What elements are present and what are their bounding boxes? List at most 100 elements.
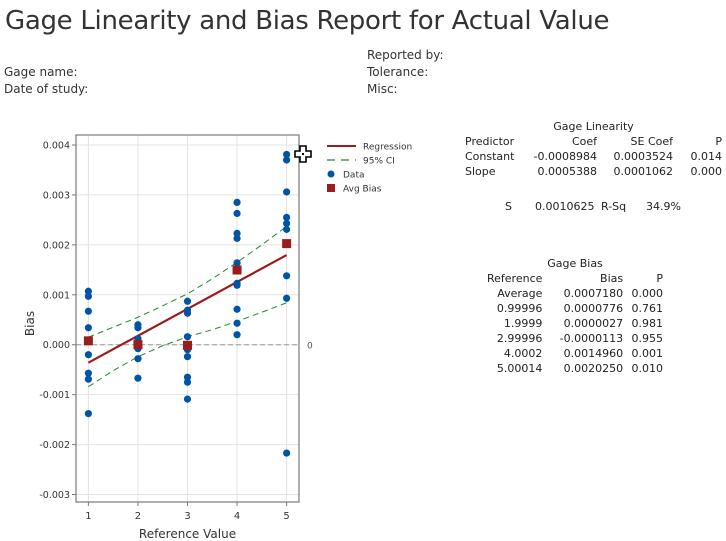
coef-cell: 0.0005388 <box>537 165 598 178</box>
gage-name-label: Gage name: <box>4 65 78 79</box>
table-row: 2.99996 -0.0000113 0.955 <box>487 331 663 346</box>
p-cell: 0.000 <box>631 287 664 300</box>
tolerance-label: Tolerance: <box>367 65 429 79</box>
data-point <box>283 219 291 227</box>
gage-bias-title: Gage Bias <box>547 257 603 270</box>
avg-bias-marker <box>83 336 93 346</box>
x-tick-label: 3 <box>184 511 190 522</box>
data-point <box>134 324 142 332</box>
p-cell: 0.000 <box>690 165 723 178</box>
rsq-value: 34.9% <box>646 200 681 213</box>
data-point <box>183 353 192 361</box>
data-point <box>283 156 291 164</box>
chart-legend: Regression 95% CI Data Avg Bias <box>327 143 412 195</box>
legend-data-swatch <box>327 170 335 178</box>
data-point <box>183 333 192 341</box>
data-point <box>283 272 291 280</box>
data-point <box>233 319 241 327</box>
header-p: P <box>656 272 663 285</box>
x-axis-ticks: 1 2 3 4 5 <box>85 502 290 522</box>
table-row: 0.99996 0.0000776 0.761 <box>487 301 663 316</box>
header-p: P <box>715 135 722 148</box>
data-point <box>134 355 142 363</box>
x-tick-label: 1 <box>85 511 91 522</box>
p-cell: 0.761 <box>631 302 664 315</box>
data-point <box>183 378 192 386</box>
rsq-label: R-Sq <box>601 200 627 213</box>
data-point <box>233 305 241 313</box>
legend-label: Regression <box>363 143 412 153</box>
table-header-row: Predictor Coef SE Coef P <box>465 134 722 149</box>
y-tick-label: 0.003 <box>43 190 70 201</box>
avg-bias-marker <box>133 340 143 350</box>
predictor-cell: Slope <box>465 165 496 178</box>
legend-label: 95% CI <box>363 157 395 167</box>
zero-reference-label: 0 <box>307 342 313 352</box>
report-title: Gage Linearity and Bias Report for Actua… <box>5 6 610 36</box>
legend-avg-bias-swatch <box>327 184 335 192</box>
y-tick-label: -0.002 <box>39 440 70 451</box>
data-point <box>84 351 92 359</box>
data-point <box>283 150 291 159</box>
x-tick-label: 4 <box>234 511 240 522</box>
x-axis-label: Reference Value <box>139 527 236 541</box>
avg-bias-marker <box>282 239 292 249</box>
header-bias: Bias <box>600 272 624 285</box>
y-axis-label: Bias <box>23 311 37 336</box>
y-tick-label: 0.004 <box>43 140 70 151</box>
s-label: S <box>505 200 512 213</box>
data-point <box>84 410 92 418</box>
p-cell: 0.981 <box>631 317 664 330</box>
legend-label: Data <box>343 171 365 181</box>
y-axis-ticks: -0.003 -0.002 -0.001 0.000 0.001 0.002 0.003 0.… <box>39 140 76 501</box>
fit-statistics: S 0.0010625 R-Sq 34.9% <box>505 199 681 214</box>
p-cell: 0.955 <box>631 332 664 345</box>
s-value: 0.0010625 <box>535 200 595 213</box>
data-point <box>283 213 291 221</box>
header-reference: Reference <box>487 272 543 285</box>
header-predictor: Predictor <box>465 135 515 148</box>
data-point <box>84 324 92 332</box>
data-point <box>283 225 291 233</box>
data-point <box>84 292 92 300</box>
table-row: Slope 0.0005388 0.0001062 0.000 <box>465 164 722 179</box>
data-point <box>233 331 241 339</box>
y-tick-label: -0.001 <box>39 390 70 401</box>
y-tick-label: 0.000 <box>43 340 70 351</box>
table-row: 1.9999 0.0000027 0.981 <box>487 316 663 331</box>
data-point <box>84 307 92 315</box>
data-point <box>283 449 291 457</box>
reference-cell: 4.0002 <box>503 347 543 360</box>
data-point <box>233 209 241 217</box>
grid-lines <box>76 135 299 502</box>
data-point <box>283 294 291 302</box>
reported-by-label: Reported by: <box>367 48 444 62</box>
data-point <box>84 375 92 383</box>
bias-cell: 0.0007180 <box>563 287 624 300</box>
avg-bias-marker <box>183 340 192 350</box>
report-fields-left: Gage name: Date of study: <box>4 64 88 98</box>
data-point <box>233 234 241 242</box>
bias-cell: 0.0014960 <box>563 347 624 360</box>
report-fields-right: Reported by: Tolerance: Misc: <box>367 47 443 98</box>
reference-cell: 0.99996 <box>496 302 543 315</box>
reference-cell: 1.9999 <box>503 317 543 330</box>
ci-upper-line <box>88 225 287 338</box>
p-cell: 0.010 <box>631 362 664 375</box>
gage-linearity-table: Gage Linearity Predictor Coef SE Coef P … <box>465 119 722 179</box>
table-row: Average 0.0007180 0.000 <box>487 286 663 301</box>
avg-bias-marker <box>232 265 242 275</box>
reference-cell: 2.99996 <box>496 332 543 345</box>
bias-cell: -0.0000113 <box>559 332 624 345</box>
data-point <box>233 229 241 237</box>
data-point <box>233 281 241 289</box>
data-point <box>183 309 192 317</box>
predictor-cell: Constant <box>465 150 515 163</box>
data-point <box>183 373 192 381</box>
coef-cell: -0.0008984 <box>533 150 597 163</box>
table-row: 4.0002 0.0014960 0.001 <box>487 346 663 361</box>
data-point <box>283 188 291 196</box>
bias-cell: 0.0020250 <box>563 362 624 375</box>
y-tick-label: 0.002 <box>43 240 70 251</box>
data-point <box>84 287 92 295</box>
